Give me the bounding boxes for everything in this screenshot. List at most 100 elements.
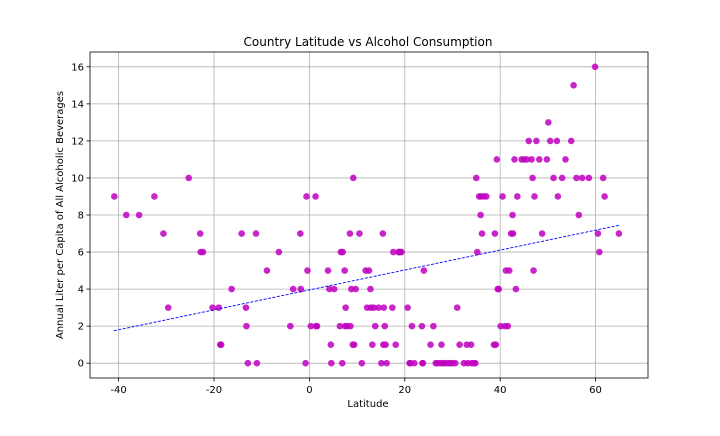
data-point: [307, 322, 315, 330]
data-point: [342, 304, 349, 311]
data-point: [538, 230, 546, 237]
data-point: [594, 230, 602, 237]
data-point: [390, 248, 397, 256]
data-point: [438, 341, 445, 348]
data-point: [209, 304, 216, 311]
data-point: [528, 156, 535, 163]
data-point: [530, 267, 537, 274]
data-point: [287, 322, 294, 330]
data-point: [356, 230, 363, 237]
data-point: [509, 211, 516, 219]
data-point: [369, 341, 376, 348]
y-tick-label: 8: [78, 211, 84, 222]
data-point: [297, 285, 305, 293]
data-point: [452, 359, 459, 367]
y-tick-label: 12: [71, 136, 84, 147]
data-point: [573, 174, 580, 182]
data-point: [492, 341, 500, 348]
data-point: [328, 359, 335, 367]
data-point: [289, 285, 297, 293]
data-point: [380, 304, 388, 311]
data-point: [472, 359, 479, 367]
data-point: [478, 230, 486, 237]
x-axis-label: Latitude: [347, 399, 388, 410]
data-point: [312, 193, 319, 200]
data-point: [303, 193, 310, 200]
data-point: [242, 304, 250, 311]
data-point: [531, 193, 538, 200]
data-point: [370, 304, 378, 311]
data-point: [392, 341, 400, 348]
x-tick-label: 20: [398, 385, 411, 396]
data-point: [411, 359, 418, 367]
data-point: [349, 174, 357, 182]
regression-line: [113, 224, 620, 332]
data-point: [570, 82, 577, 89]
data-point: [238, 230, 245, 237]
data-point: [408, 322, 416, 330]
y-tick-label: 16: [71, 62, 84, 73]
y-tick-label: 10: [71, 173, 84, 184]
y-tick-label: 14: [71, 99, 84, 110]
y-axis-ticks: 0 2 4 6 8 10 12 14 16: [71, 62, 90, 370]
data-point: [324, 267, 332, 274]
data-point: [567, 137, 575, 145]
data-point: [473, 174, 480, 182]
data-point: [381, 322, 389, 330]
y-axis-label: Annual Liter per Capita of All Alcoholic…: [55, 91, 66, 339]
data-point: [275, 248, 283, 256]
data-point: [263, 267, 271, 274]
data-point: [477, 211, 484, 219]
data-point: [419, 359, 427, 367]
data-point: [575, 211, 583, 219]
data-point: [585, 174, 593, 182]
data-point: [215, 304, 223, 311]
data-point: [352, 285, 359, 293]
data-point: [341, 267, 348, 274]
data-point: [523, 156, 531, 163]
data-point: [302, 359, 309, 367]
data-point: [336, 322, 344, 330]
data-point: [596, 248, 603, 256]
data-point: [554, 193, 562, 200]
data-point: [562, 156, 569, 163]
data-point: [253, 359, 261, 367]
x-tick-label: 0: [306, 385, 312, 396]
data-point: [217, 341, 225, 348]
data-point: [511, 156, 518, 163]
data-point: [505, 267, 513, 274]
data-point: [509, 230, 517, 237]
chart-title: Country Latitude vs Alcohol Consumption: [244, 35, 493, 49]
data-point: [427, 341, 434, 348]
y-tick-label: 4: [78, 285, 84, 296]
data-point: [533, 137, 540, 145]
data-point: [383, 359, 390, 367]
data-point: [456, 341, 463, 348]
data-point: [491, 230, 499, 237]
data-point: [420, 267, 428, 274]
data-point: [365, 267, 373, 274]
data-point: [514, 193, 521, 200]
data-point: [304, 267, 311, 274]
data-point: [543, 156, 551, 163]
data-point: [313, 322, 321, 330]
data-point: [504, 322, 512, 330]
data-point: [326, 285, 333, 293]
data-point: [525, 137, 533, 145]
data-points: [111, 63, 623, 367]
data-point: [367, 285, 374, 293]
data-point: [350, 341, 358, 348]
data-point: [244, 359, 252, 367]
data-point: [535, 156, 543, 163]
data-point: [243, 322, 250, 330]
y-tick-label: 0: [78, 359, 84, 370]
data-point: [483, 193, 490, 200]
data-point: [389, 304, 396, 311]
data-point: [196, 230, 204, 237]
data-point: [430, 322, 437, 330]
data-point: [135, 211, 143, 219]
data-point: [550, 174, 557, 182]
data-point: [553, 137, 561, 145]
data-point: [398, 248, 405, 256]
